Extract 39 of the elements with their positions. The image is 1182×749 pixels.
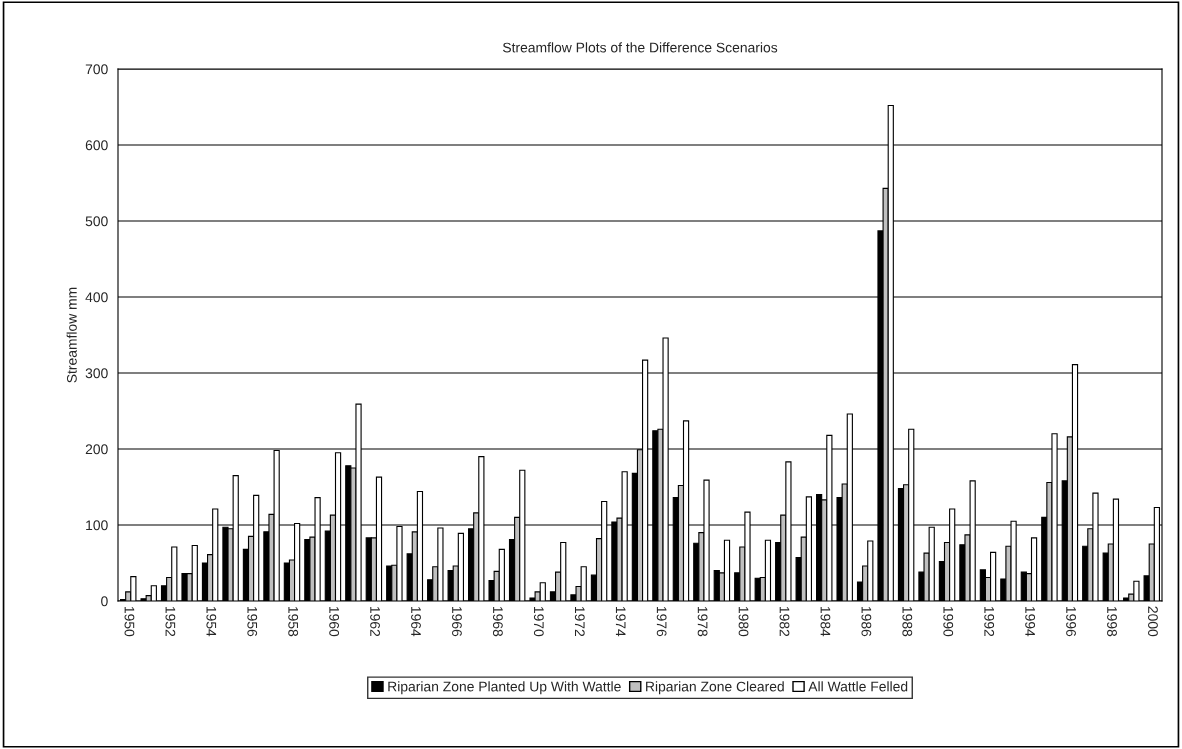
x-tick-label: 1972 bbox=[574, 606, 585, 637]
x-tick-label: 1992 bbox=[984, 606, 995, 637]
x-tick-label: 1990 bbox=[943, 606, 954, 637]
x-tick-label: 1982 bbox=[779, 606, 790, 637]
legend-label: Riparian Zone Cleared bbox=[646, 681, 784, 695]
x-tick-label: 1970 bbox=[533, 606, 544, 637]
x-tick-label: 1960 bbox=[329, 606, 340, 637]
x-tick-label: 1976 bbox=[656, 606, 667, 637]
x-tick-label: 1954 bbox=[206, 606, 217, 637]
x-tick-label: 1950 bbox=[124, 606, 135, 637]
x-tick-label: 1964 bbox=[411, 606, 421, 637]
chart-title: Streamflow Plots of the Difference Scenarios bbox=[502, 42, 778, 53]
y-tick-label: 500 bbox=[85, 216, 108, 227]
y-tick-label: 600 bbox=[85, 140, 108, 151]
x-tick-label: 1958 bbox=[288, 606, 299, 637]
y-tick-label: 400 bbox=[85, 292, 108, 303]
x-tick-label: 1952 bbox=[165, 606, 176, 637]
x-tick-label: 1978 bbox=[697, 606, 708, 637]
x-tick-label: 1956 bbox=[247, 606, 258, 637]
legend-label: Riparian Zone Planted Up With Wattle bbox=[388, 681, 621, 695]
x-tick-label: 1962 bbox=[370, 606, 380, 637]
legend-label: All Wattle Felled bbox=[808, 681, 908, 692]
y-tick-label: 700 bbox=[85, 64, 108, 75]
y-tick-label: 0 bbox=[101, 596, 108, 607]
x-tick-label: 2000 bbox=[1148, 606, 1158, 637]
y-axis-title: Streamflow mm bbox=[66, 287, 77, 383]
x-tick-label: 1968 bbox=[492, 606, 503, 637]
x-tick-label: 1994 bbox=[1025, 606, 1036, 637]
x-tick-label: 1998 bbox=[1107, 606, 1117, 637]
x-tick-label: 1966 bbox=[452, 606, 462, 637]
x-tick-label: 1988 bbox=[902, 606, 913, 637]
x-tick-label: 1974 bbox=[615, 606, 626, 637]
x-tick-label: 1980 bbox=[738, 606, 749, 637]
x-tick-label: 1986 bbox=[861, 606, 872, 637]
y-tick-label: 200 bbox=[85, 444, 108, 455]
x-tick-label: 1996 bbox=[1066, 606, 1076, 637]
x-tick-label: 1984 bbox=[820, 606, 831, 637]
y-tick-label: 300 bbox=[85, 368, 108, 379]
y-tick-label: 100 bbox=[86, 520, 108, 531]
